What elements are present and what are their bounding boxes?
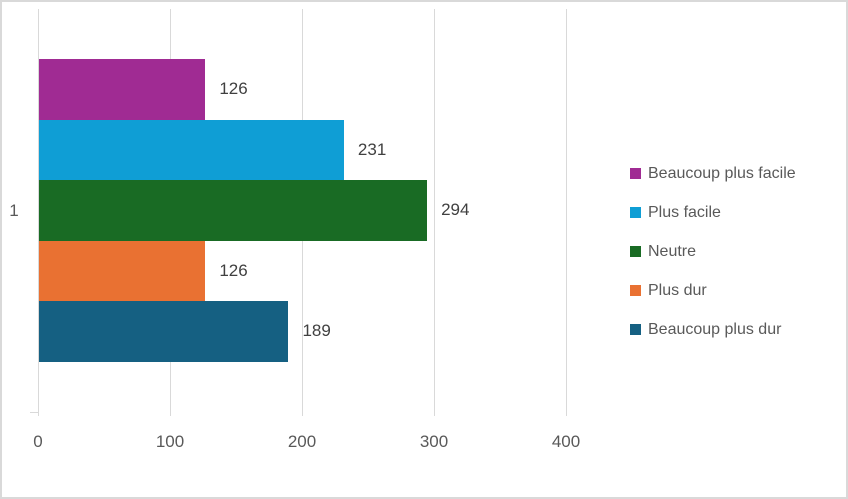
legend-item-neutre[interactable]: Neutre (630, 232, 796, 271)
bar-beaucoup-plus-facile[interactable] (39, 59, 206, 120)
legend-swatch-icon (630, 324, 641, 335)
legend-swatch-icon (630, 168, 641, 179)
x-axis-tick-label: 0 (33, 432, 43, 451)
bar-value-label: 231 (357, 139, 387, 159)
bar-value-label: 294 (441, 200, 470, 220)
legend-swatch-icon (630, 207, 641, 218)
chart-legend: Beaucoup plus facile Plus facile Neutre Plu… (630, 154, 796, 349)
legend-swatch-icon (630, 246, 641, 257)
y-axis-category-label: 1 (9, 201, 19, 220)
gridline (434, 9, 435, 416)
bar-value-label: 126 (219, 260, 248, 280)
legend-item-beaucoup-plus-facile[interactable]: Beaucoup plus facile (630, 154, 796, 193)
value-axis-line (38, 9, 39, 416)
legend-label: Beaucoup plus dur (648, 320, 782, 338)
bar-value-label: 126 (219, 79, 248, 98)
legend-label: Plus dur (648, 281, 707, 299)
gridline (566, 9, 567, 416)
x-axis-tick-label: 400 (551, 432, 581, 451)
legend-label: Plus facile (648, 203, 721, 221)
legend-label: Beaucoup plus facile (648, 164, 796, 182)
bar-neutre[interactable] (39, 180, 428, 241)
legend-label: Neutre (648, 242, 697, 260)
bar-beaucoup-plus-dur[interactable] (39, 301, 289, 362)
legend-item-beaucoup-plus-dur[interactable]: Beaucoup plus dur (630, 310, 796, 349)
bar-plus-dur[interactable] (39, 240, 206, 302)
x-axis-tick-label: 200 (287, 432, 317, 451)
x-axis-tick-label: 300 (419, 432, 449, 451)
legend-item-plus-facile[interactable]: Plus facile (630, 193, 796, 232)
category-axis-tick (30, 412, 39, 413)
bar-plus-facile[interactable] (39, 119, 344, 181)
x-axis-tick-label: 100 (155, 432, 185, 451)
legend-swatch-icon (630, 285, 641, 296)
legend-item-plus-dur[interactable]: Plus dur (630, 271, 796, 310)
bar-value-label: 189 (302, 321, 331, 341)
